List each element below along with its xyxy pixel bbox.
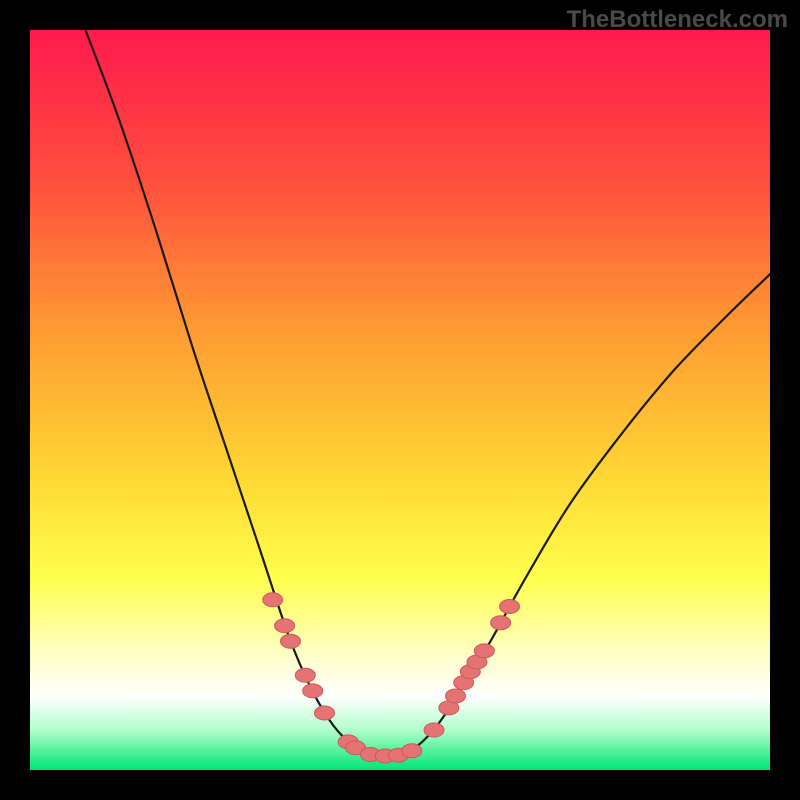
chart-canvas: TheBottleneck.com bbox=[0, 0, 800, 800]
marker-point bbox=[446, 689, 466, 703]
watermark-text: TheBottleneck.com bbox=[567, 6, 788, 34]
marker-point bbox=[275, 619, 295, 633]
marker-point bbox=[474, 644, 494, 658]
marker-point bbox=[303, 684, 323, 698]
marker-point bbox=[315, 706, 335, 720]
marker-group bbox=[263, 593, 520, 763]
curve-layer bbox=[30, 30, 770, 770]
marker-point bbox=[280, 634, 300, 648]
plot-area bbox=[30, 30, 770, 770]
marker-point bbox=[295, 668, 315, 682]
marker-point bbox=[424, 723, 444, 737]
marker-point bbox=[500, 599, 520, 613]
bottleneck-curve bbox=[86, 30, 771, 756]
marker-point bbox=[491, 616, 511, 630]
marker-point bbox=[402, 744, 422, 758]
marker-point bbox=[263, 593, 283, 607]
